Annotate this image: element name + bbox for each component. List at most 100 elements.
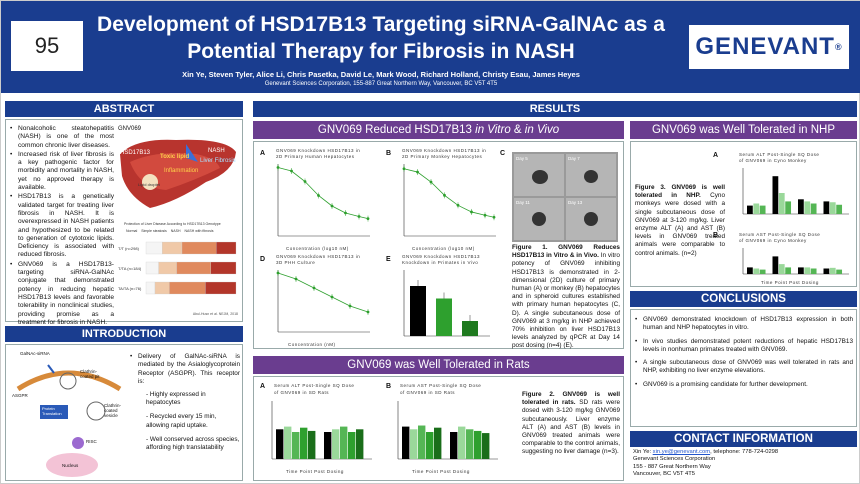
liver-label-lipid-droplet: Lipid droplet xyxy=(138,182,160,187)
conclusion-bullet: In vivo studies demonstrated potent redu… xyxy=(635,338,853,355)
invitro-heading: GNV069 Reduced HSD17B13 in Vitro & in Vi… xyxy=(253,121,624,139)
bar xyxy=(292,432,300,459)
abstract-bullet: HSD17B13 is a genetically validated targ… xyxy=(10,193,114,259)
figure2-caption-text: SD rats were dosed with 3-120 mg/kg GNV0… xyxy=(522,399,621,456)
liver-figure-label: GNV069 xyxy=(118,126,142,132)
bar xyxy=(474,430,482,459)
liver-figure: GNV069 HSD17B13 Toxic lipid NASH Liver F… xyxy=(116,124,240,216)
contact-phone: , telephone: 778-724-0298 xyxy=(710,449,779,455)
conclusion-bullet: A single subcutaneous dose of GNV069 was… xyxy=(635,359,853,376)
genotype-row-label: T/T (n=298) xyxy=(118,246,140,251)
contact-email-link[interactable]: xin.ye@genevant.com xyxy=(652,449,711,455)
bar xyxy=(747,205,753,214)
diagram-label-translation: Protein Translation xyxy=(42,406,62,416)
logo-text: GENEVANT xyxy=(695,33,835,60)
bar xyxy=(772,256,779,274)
bar xyxy=(785,267,792,274)
title-line-2: Potential Therapy for Fibrosis in NASH xyxy=(187,40,575,63)
bar xyxy=(804,201,811,214)
spheroid-day7: Day 7 xyxy=(566,154,616,196)
nhp-alt-chart xyxy=(742,168,849,215)
panel-e-title: GNV069 Knockdown HSD17B13 xyxy=(402,254,481,259)
genevant-logo: GENEVANT ® xyxy=(689,25,849,69)
abstract-heading: ABSTRACT xyxy=(5,101,243,117)
genotype-bars: T/T (n=298) T/TA (n=184) TA/TA (n=76) xyxy=(118,241,237,295)
rats-panel-b-title2: of GNV069 in SD Rats xyxy=(400,390,456,395)
introduction-bullets: Delivery of GalNAc-siRNA is mediated by … xyxy=(130,353,240,387)
invitro-panel: A GNV069 Knockdown HSD17B13 in 2D Primar… xyxy=(253,141,624,349)
rats-panel-b-letter: B xyxy=(386,383,392,390)
panel-b-curve xyxy=(402,164,496,237)
rats-panel-b-title: Serum AST Post-Single SQ Dose xyxy=(400,383,482,388)
contact-city: Vancouver, BC V5T 4T5 xyxy=(633,470,695,477)
panel-d-title2: 3D PHH Culture xyxy=(276,260,316,265)
genotype-segment xyxy=(210,261,237,275)
bar xyxy=(747,267,753,274)
bar xyxy=(466,429,474,459)
bar xyxy=(798,199,804,214)
contact-info: Xin Ye: xin.ye@genevant.com, telephone: … xyxy=(633,449,855,478)
bar xyxy=(300,427,308,459)
nhp-panel-b-title2: of GNV069 in Cyno Monkey xyxy=(739,238,807,243)
introduction-sub-bullet: - Recycled every 15 min, allowing rapid … xyxy=(146,413,217,429)
bar xyxy=(823,268,830,274)
conclusions-panel: GNV069 demonstrated knockdown of HSD17B1… xyxy=(630,309,857,427)
bar xyxy=(829,267,836,274)
asgpr-pathway-diagram xyxy=(16,364,122,477)
conclusions-heading: CONCLUSIONS xyxy=(630,291,857,307)
genotype-segment xyxy=(145,261,159,275)
bar xyxy=(426,432,434,459)
nhp-b-xlabel: Time Point Post Dosing xyxy=(761,280,819,285)
panel-e-letter: E xyxy=(386,256,391,263)
nhp-panel-b-title: Serum AST Post-Single SQ Dose xyxy=(739,232,821,237)
panel-a-xlabel: Concentration (log10 nM) xyxy=(286,246,349,251)
bar xyxy=(759,269,766,274)
bar xyxy=(785,201,792,214)
genotype-segment xyxy=(169,281,206,295)
bar xyxy=(462,321,478,336)
genotype-segment xyxy=(216,241,237,255)
spheroid-day11-label: Day 11 xyxy=(516,200,530,205)
panel-a-title: GNV069 Knockdown HSD17B13 in xyxy=(276,148,361,153)
liver-label-nash: NASH xyxy=(208,148,225,154)
bar xyxy=(823,201,830,214)
panel-a-letter: A xyxy=(260,150,266,157)
bar xyxy=(356,429,364,459)
bar xyxy=(829,202,836,214)
legend-nash-fibrosis: NASH with fibrosis xyxy=(184,229,214,233)
bar xyxy=(348,432,356,459)
panel-d-letter: D xyxy=(260,256,266,263)
abstract-bullet: GNV069 is a HSD17B13-targeting siRNA-Gal… xyxy=(10,261,114,327)
genotype-row-label: TA/TA (n=76) xyxy=(118,286,142,291)
panel-b-title2: 2D Primary Monkey Hepatocytes xyxy=(402,154,483,159)
nhp-panel-a-title: Serum ALT Post-Single SQ Dose xyxy=(739,152,820,157)
introduction-bullet: Delivery of GalNAc-siRNA is mediated by … xyxy=(130,353,240,386)
figure3-caption-text: Cyno monkeys were dosed with a single su… xyxy=(635,192,725,257)
fit-curve xyxy=(277,272,369,313)
bar xyxy=(798,267,804,274)
bar xyxy=(410,286,426,336)
introduction-sub-bullet: - Highly expressed in hepatocytes xyxy=(146,391,206,407)
panel-d-title: GNV069 Knockdown HSD17B13 in xyxy=(276,254,361,259)
panel-b-xlabel: Concentration (log10 nM) xyxy=(412,246,475,251)
abstract-bullet: Nonalcoholic steatohepatitis (NASH) is o… xyxy=(10,125,114,150)
genotype-segment xyxy=(181,241,217,255)
genotype-segment xyxy=(154,281,170,295)
invitro-heading-text: GNV069 Reduced HSD17B13 xyxy=(317,124,476,136)
liver-label-toxic-lipid: Toxic lipid xyxy=(160,154,190,160)
bar xyxy=(778,264,785,274)
introduction-heading: INTRODUCTION xyxy=(5,326,243,342)
panel-c-letter: C xyxy=(500,150,506,157)
panel-a-title2: 2D Primary Human Hepatocytes xyxy=(276,154,355,159)
genotype-row-label: T/TA (n=184) xyxy=(118,266,142,271)
bar xyxy=(836,269,843,274)
genotype-segment xyxy=(205,281,237,295)
genotype-chart: Protection of Liver Disease According to… xyxy=(116,220,240,316)
bar xyxy=(284,426,292,459)
affiliation: Genevant Sciences Corporation, 155-887 G… xyxy=(264,81,498,87)
figure3-caption-bold: Figure 3. GNV069 is well tolerated in NH… xyxy=(635,184,725,200)
legend-nash: NASH xyxy=(170,229,181,233)
introduction-sub-bullet: - Well conserved across species, affordi… xyxy=(146,435,240,452)
panel-b-title: GNV069 Knockdown HSD17B13 in xyxy=(402,148,487,153)
